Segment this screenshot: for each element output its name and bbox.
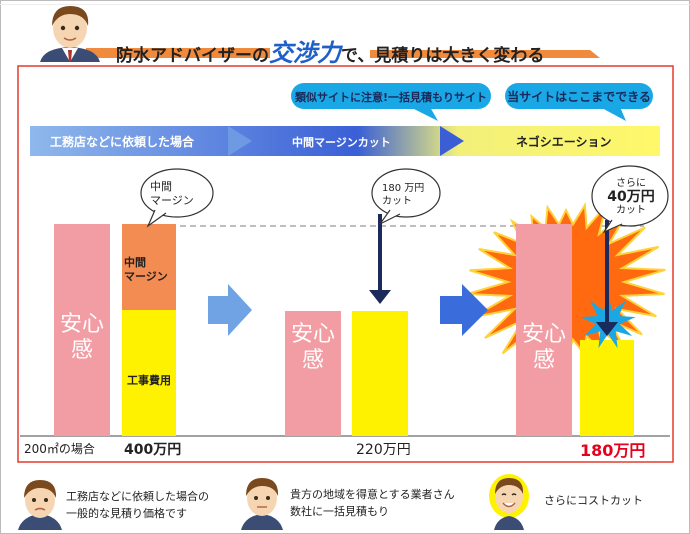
bar-margin (122, 224, 176, 310)
down-arrow-2 (596, 220, 618, 336)
header-avatar (40, 6, 100, 62)
footer-caption-2-line2: 数社に一括見積もり (290, 505, 389, 519)
stage-strip (30, 126, 660, 156)
bubble-cut-line2: カット (382, 196, 412, 207)
margin-label-line2: マージン (124, 270, 168, 283)
header-band-left (86, 48, 270, 58)
price-1: 400万円 (124, 442, 182, 458)
header-title-post: で、見積りは大きく変わる (341, 46, 545, 66)
bubble-margin-line2: マージン (150, 194, 194, 207)
stage-label-2: 中間マージンカット (292, 136, 391, 149)
footer-caption-1-line1: 工務店などに依頼した場合の (66, 490, 209, 503)
footer-avatar-1 (18, 480, 62, 530)
price-2: 220万円 (356, 442, 411, 458)
margin-label: 中間 マージン (124, 256, 168, 284)
bubble-extra-shape (591, 165, 669, 234)
bubble-extra-line3: カット (616, 205, 646, 216)
footer-caption-2: 貴方の地域を得意とする業者さん 数社に一括見積もり (290, 486, 455, 520)
footer-avatar-3 (489, 474, 529, 530)
footer-caption-1: 工務店などに依頼した場合の 一般的な見積り価格です (66, 488, 209, 522)
price-area: 200㎡の場合 (24, 442, 95, 456)
bar-anshin-3 (516, 224, 572, 436)
bubble-cut: 180 万円 カット (382, 182, 434, 208)
header-title: 防水アドバイザーの交渉力で、見積りは大きく変わる (116, 33, 544, 68)
footer-caption-2-line1: 貴方の地域を得意とする業者さん (290, 488, 455, 501)
bar-construction-1 (122, 310, 176, 436)
strip-chevron-1 (228, 126, 252, 156)
bar-anshin-1 (54, 224, 110, 436)
footer-caption-1-line2: 一般的な見積り価格です (66, 507, 187, 521)
block-arrow-1 (208, 284, 252, 336)
anshin-label-2: 安心感 (290, 322, 335, 373)
header-band-right (370, 50, 600, 58)
bubble-extra-line1: さらに (616, 178, 646, 189)
anshin-label-1: 安心感 (59, 312, 104, 363)
anshin-label-3: 安心感 (521, 322, 566, 373)
block-arrow-2 (440, 284, 488, 336)
bar-construction-2 (352, 311, 408, 436)
header-title-pre: 防水アドバイザーの (116, 46, 269, 66)
callout-this-site-shape (505, 83, 653, 121)
bubble-cut-shape (371, 168, 441, 225)
bubble-margin: 中間 マージン (150, 180, 204, 208)
stage-label-3: ネゴシエーション (516, 135, 612, 149)
price-3: 180万円 (580, 441, 646, 460)
callout-similar-sites-shape (291, 83, 491, 121)
bar-construction-3 (580, 340, 634, 436)
header-title-accent: 交渉力 (269, 39, 341, 67)
strip-chevron-2 (440, 126, 464, 156)
construction-label: 工事費用 (127, 374, 171, 387)
callout-similar-sites: 類似サイトに注意!一括見積もりサイト (294, 91, 487, 104)
bar-anshin-2 (285, 311, 341, 436)
bubble-extra: さらに 40万円 カット (602, 178, 660, 217)
bubble-cut-line1: 180 万円 (382, 183, 425, 194)
bubble-margin-line1: 中間 (150, 180, 172, 193)
callout-this-site: 当サイトはここまでできる (507, 90, 651, 104)
header-rule (0, 4, 690, 5)
footer-caption-3: さらにコストカット (544, 494, 643, 507)
stage-label-1: 工務店などに依頼した場合 (50, 135, 195, 149)
bubble-margin-shape (140, 168, 214, 228)
margin-label-line1: 中間 (124, 256, 146, 269)
footer-avatar-2 (241, 478, 283, 530)
down-arrow-1 (369, 214, 391, 304)
bubble-extra-line2: 40万円 (607, 189, 655, 205)
